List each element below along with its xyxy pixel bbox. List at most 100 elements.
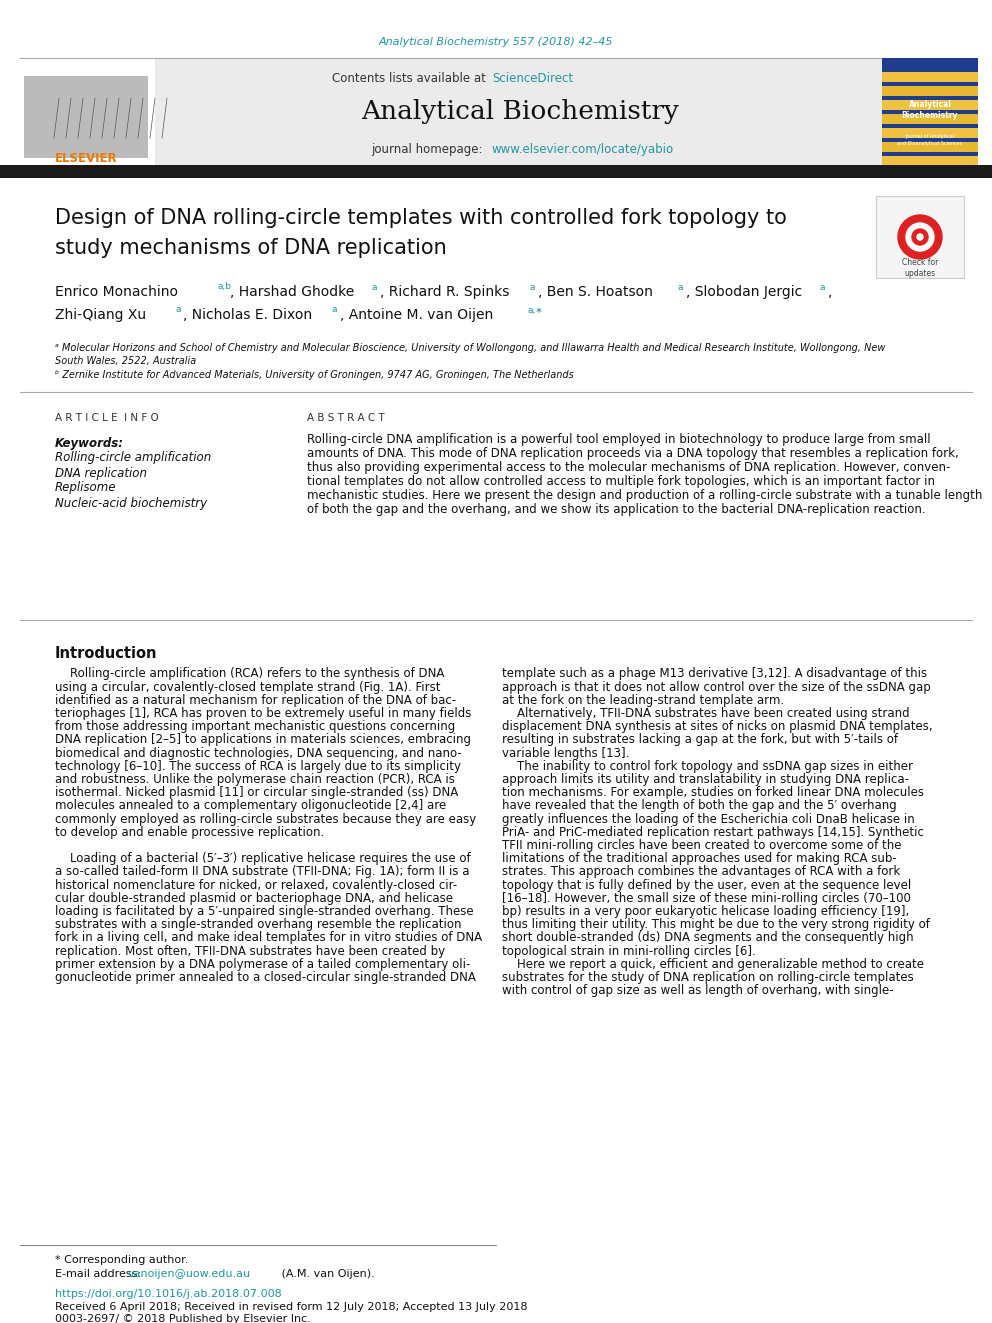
Text: from those addressing important mechanistic questions concerning: from those addressing important mechanis… — [55, 720, 455, 733]
Text: a,∗: a,∗ — [527, 306, 543, 315]
Text: Keywords:: Keywords: — [55, 437, 124, 450]
Text: thus also providing experimental access to the molecular mechanisms of DNA repli: thus also providing experimental access … — [307, 462, 950, 474]
Text: , Nicholas E. Dixon: , Nicholas E. Dixon — [183, 308, 312, 321]
Text: ᵇ Zernike Institute for Advanced Materials, University of Groningen, 9747 AG, Gr: ᵇ Zernike Institute for Advanced Materia… — [55, 370, 573, 380]
Text: South Wales, 2522, Australia: South Wales, 2522, Australia — [55, 356, 196, 366]
Bar — [18, 58, 155, 168]
Text: a: a — [678, 283, 683, 291]
Bar — [882, 71, 978, 82]
Text: substrates for the study of DNA replication on rolling-circle templates: substrates for the study of DNA replicat… — [502, 971, 914, 984]
Text: fork in a living cell, and make ideal templates for in vitro studies of DNA: fork in a living cell, and make ideal te… — [55, 931, 482, 945]
Circle shape — [898, 216, 942, 259]
Bar — [882, 142, 978, 152]
Text: using a circular, covalently-closed template strand (Fig. 1A). First: using a circular, covalently-closed temp… — [55, 681, 440, 693]
Text: resulting in substrates lacking a gap at the fork, but with 5′-tails of: resulting in substrates lacking a gap at… — [502, 733, 898, 746]
Text: to develop and enable processive replication.: to develop and enable processive replica… — [55, 826, 324, 839]
Text: strates. This approach combines the advantages of RCA with a fork: strates. This approach combines the adva… — [502, 865, 901, 878]
Text: with control of gap size as well as length of overhang, with single-: with control of gap size as well as leng… — [502, 984, 894, 998]
Text: gonucleotide primer annealed to a closed-circular single-stranded DNA: gonucleotide primer annealed to a closed… — [55, 971, 476, 984]
Text: journal homepage:: journal homepage: — [371, 143, 490, 156]
Text: loading is facilitated by a 5′-unpaired single-stranded overhang. These: loading is facilitated by a 5′-unpaired … — [55, 905, 473, 918]
Circle shape — [906, 224, 934, 251]
Text: historical nomenclature for nicked, or relaxed, covalently-closed cir-: historical nomenclature for nicked, or r… — [55, 878, 457, 892]
Text: commonly employed as rolling-circle substrates because they are easy: commonly employed as rolling-circle subs… — [55, 812, 476, 826]
Text: thus limiting their utility. This might be due to the very strong rigidity of: thus limiting their utility. This might … — [502, 918, 930, 931]
Text: limitations of the traditional approaches used for making RCA sub-: limitations of the traditional approache… — [502, 852, 897, 865]
Text: * Corresponding author.: * Corresponding author. — [55, 1256, 188, 1265]
Text: ELSEVIER: ELSEVIER — [55, 152, 117, 164]
Text: Rolling-circle amplification (RCA) refers to the synthesis of DNA: Rolling-circle amplification (RCA) refer… — [55, 668, 444, 680]
Text: of both the gap and the overhang, and we show its application to the bacterial D: of both the gap and the overhang, and we… — [307, 503, 926, 516]
Bar — [882, 58, 978, 168]
Text: vanoijen@uow.edu.au: vanoijen@uow.edu.au — [128, 1269, 251, 1279]
Text: short double-stranded (ds) DNA segments and the consequently high: short double-stranded (ds) DNA segments … — [502, 931, 914, 945]
Text: amounts of DNA. This mode of DNA replication proceeds via a DNA topology that re: amounts of DNA. This mode of DNA replica… — [307, 447, 958, 460]
Text: The inability to control fork topology and ssDNA gap sizes in either: The inability to control fork topology a… — [502, 759, 913, 773]
Text: , Richard R. Spinks: , Richard R. Spinks — [380, 284, 509, 299]
Text: a so-called tailed-form II DNA substrate (TFII-DNA; Fig. 1A); form II is a: a so-called tailed-form II DNA substrate… — [55, 865, 469, 878]
Bar — [882, 101, 978, 110]
Text: a: a — [530, 283, 536, 291]
Bar — [882, 156, 978, 165]
Text: ᵃ Molecular Horizons and School of Chemistry and Molecular Bioscience, Universit: ᵃ Molecular Horizons and School of Chemi… — [55, 343, 886, 353]
Text: at the fork on the leading-strand template arm.: at the fork on the leading-strand templa… — [502, 693, 784, 706]
Text: study mechanisms of DNA replication: study mechanisms of DNA replication — [55, 238, 446, 258]
Text: variable lengths [13].: variable lengths [13]. — [502, 746, 629, 759]
Text: cular double-stranded plasmid or bacteriophage DNA, and helicase: cular double-stranded plasmid or bacteri… — [55, 892, 453, 905]
Text: ScienceDirect: ScienceDirect — [492, 71, 573, 85]
Text: tion mechanisms. For example, studies on forked linear DNA molecules: tion mechanisms. For example, studies on… — [502, 786, 924, 799]
Text: A B S T R A C T: A B S T R A C T — [307, 413, 385, 423]
Circle shape — [912, 229, 928, 245]
Text: topological strain in mini-rolling circles [6].: topological strain in mini-rolling circl… — [502, 945, 756, 958]
Text: 0003-2697/ © 2018 Published by Elsevier Inc.: 0003-2697/ © 2018 Published by Elsevier … — [55, 1314, 310, 1323]
Text: Alternatively, TFII-DNA substrates have been created using strand: Alternatively, TFII-DNA substrates have … — [502, 706, 910, 720]
Text: greatly influences the loading of the Escherichia coli DnaB helicase in: greatly influences the loading of the Es… — [502, 812, 915, 826]
Text: Zhi-Qiang Xu: Zhi-Qiang Xu — [55, 308, 146, 321]
Bar — [24, 75, 148, 157]
Text: A R T I C L E  I N F O: A R T I C L E I N F O — [55, 413, 159, 423]
Text: Analytical Biochemistry 557 (2018) 42–45: Analytical Biochemistry 557 (2018) 42–45 — [379, 37, 613, 48]
Text: Replisome: Replisome — [55, 482, 116, 495]
Text: Journal of Analytical
and Bioanalytical Sciences: Journal of Analytical and Bioanalytical … — [898, 135, 962, 146]
Text: DNA replication [2–5] to applications in materials sciences, embracing: DNA replication [2–5] to applications in… — [55, 733, 471, 746]
Text: Check for
updates: Check for updates — [902, 258, 938, 278]
Text: Introduction: Introduction — [55, 646, 158, 660]
Text: DNA replication: DNA replication — [55, 467, 147, 479]
Text: , Harshad Ghodke: , Harshad Ghodke — [230, 284, 354, 299]
Text: , Ben S. Hoatson: , Ben S. Hoatson — [538, 284, 653, 299]
Bar — [882, 128, 978, 138]
Text: primer extension by a DNA polymerase of a tailed complementary oli-: primer extension by a DNA polymerase of … — [55, 958, 470, 971]
Text: (A.M. van Oijen).: (A.M. van Oijen). — [278, 1269, 375, 1279]
Text: replication. Most often, TFII-DNA substrates have been created by: replication. Most often, TFII-DNA substr… — [55, 945, 445, 958]
Text: a: a — [820, 283, 825, 291]
Text: a: a — [175, 306, 181, 315]
Text: Contents lists available at: Contents lists available at — [332, 71, 490, 85]
Text: bp) results in a very poor eukaryotic helicase loading efficiency [19],: bp) results in a very poor eukaryotic he… — [502, 905, 910, 918]
Text: approach limits its utility and translatability in studying DNA replica-: approach limits its utility and translat… — [502, 773, 909, 786]
Text: identified as a natural mechanism for replication of the DNA of bac-: identified as a natural mechanism for re… — [55, 693, 456, 706]
Text: PriA- and PriC-mediated replication restart pathways [14,15]. Synthetic: PriA- and PriC-mediated replication rest… — [502, 826, 924, 839]
Text: have revealed that the length of both the gap and the 5′ overhang: have revealed that the length of both th… — [502, 799, 897, 812]
Text: Received 6 April 2018; Received in revised form 12 July 2018; Accepted 13 July 2: Received 6 April 2018; Received in revis… — [55, 1302, 528, 1312]
Text: TFII mini-rolling circles have been created to overcome some of the: TFII mini-rolling circles have been crea… — [502, 839, 902, 852]
Text: Loading of a bacterial (5′–3′) replicative helicase requires the use of: Loading of a bacterial (5′–3′) replicati… — [55, 852, 470, 865]
Text: , Slobodan Jergic: , Slobodan Jergic — [686, 284, 803, 299]
Text: isothermal. Nicked plasmid [11] or circular single-stranded (ss) DNA: isothermal. Nicked plasmid [11] or circu… — [55, 786, 458, 799]
Text: technology [6–10]. The success of RCA is largely due to its simplicity: technology [6–10]. The success of RCA is… — [55, 759, 461, 773]
Text: and robustness. Unlike the polymerase chain reaction (PCR), RCA is: and robustness. Unlike the polymerase ch… — [55, 773, 455, 786]
Text: a: a — [332, 306, 337, 315]
Text: Analytical
Biochemistry: Analytical Biochemistry — [902, 99, 958, 120]
Text: ,: , — [828, 284, 832, 299]
Text: Analytical Biochemistry: Analytical Biochemistry — [361, 99, 679, 124]
Text: Nucleic-acid biochemistry: Nucleic-acid biochemistry — [55, 496, 207, 509]
Text: Enrico Monachino: Enrico Monachino — [55, 284, 178, 299]
Text: topology that is fully defined by the user, even at the sequence level: topology that is fully defined by the us… — [502, 878, 912, 892]
Text: biomedical and diagnostic technologies, DNA sequencing, and nano-: biomedical and diagnostic technologies, … — [55, 746, 461, 759]
Text: Here we report a quick, efficient and generalizable method to create: Here we report a quick, efficient and ge… — [502, 958, 924, 971]
Text: , Antoine M. van Oijen: , Antoine M. van Oijen — [340, 308, 493, 321]
Text: Rolling-circle amplification: Rolling-circle amplification — [55, 451, 211, 464]
Bar — [882, 114, 978, 124]
Bar — [882, 86, 978, 97]
Bar — [0, 165, 992, 179]
Text: approach is that it does not allow control over the size of the ssDNA gap: approach is that it does not allow contr… — [502, 681, 930, 693]
